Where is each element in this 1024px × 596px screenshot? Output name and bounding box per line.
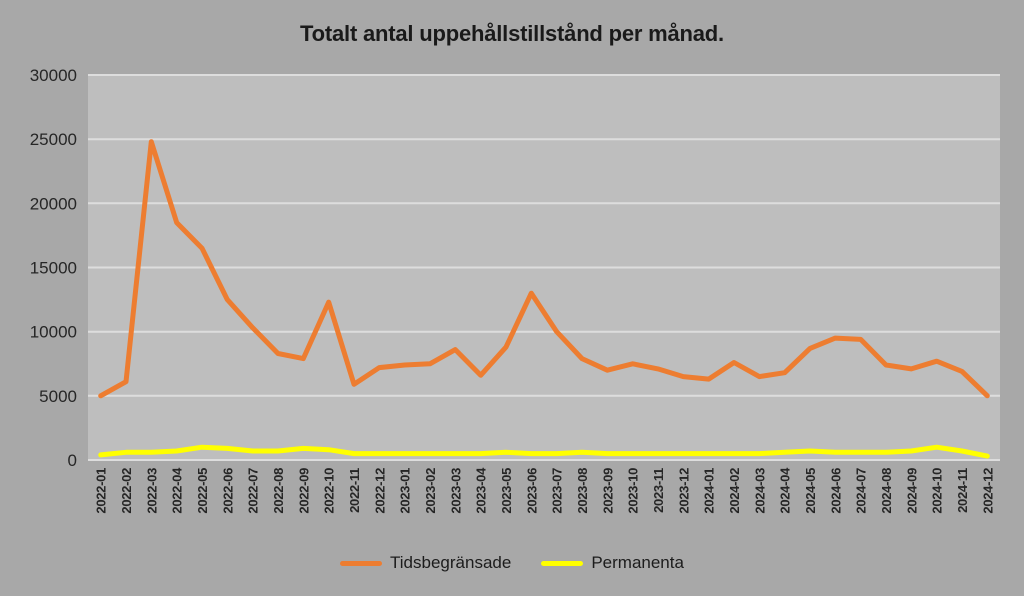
x-tick-label: 2024-11 xyxy=(955,468,970,513)
y-tick-label: 20000 xyxy=(30,194,77,213)
y-tick-label: 5000 xyxy=(39,387,77,406)
x-tick-label: 2022-06 xyxy=(220,468,235,514)
chart-title: Totalt antal uppehållstillstånd per måna… xyxy=(300,21,724,46)
line-chart: 0 5000 10000 15000 20000 25000 30000 2022-01 202… xyxy=(30,66,1000,514)
legend: Tidsbegränsade Permanenta xyxy=(0,553,1024,573)
x-tick-label: 2022-02 xyxy=(119,468,134,514)
x-tick-label: 2023-10 xyxy=(626,468,641,514)
legend-item-permanenta: Permanenta xyxy=(541,553,684,573)
x-tick-label: 2022-07 xyxy=(246,468,261,514)
x-tick-label: 2022-05 xyxy=(195,468,210,514)
y-tick-label: 15000 xyxy=(30,259,77,278)
x-tick-label: 2023-12 xyxy=(676,468,691,514)
x-tick-label: 2024-06 xyxy=(828,468,843,514)
x-tick-label: 2023-04 xyxy=(474,467,489,514)
legend-swatch-yellow-line-icon xyxy=(541,560,584,566)
x-tick-label: 2023-09 xyxy=(600,468,615,514)
x-tick-label: 2023-03 xyxy=(448,468,463,514)
y-tick-label: 10000 xyxy=(30,323,77,342)
x-tick-label: 2022-01 xyxy=(94,468,109,514)
x-tick-label: 2022-11 xyxy=(347,468,362,513)
x-tick-label: 2024-10 xyxy=(930,468,945,514)
x-tick-label: 2024-05 xyxy=(803,468,818,514)
x-tick-label: 2024-02 xyxy=(727,468,742,514)
x-tick-label: 2024-04 xyxy=(778,467,793,514)
y-tick-label: 25000 xyxy=(30,130,77,149)
x-tick-label: 2023-08 xyxy=(575,468,590,514)
x-tick-label: 2022-10 xyxy=(322,468,337,514)
y-tick-label: 0 xyxy=(68,451,77,470)
x-tick-label: 2023-06 xyxy=(524,468,539,514)
series-line-permanenta xyxy=(98,444,990,459)
y-tick-label: 30000 xyxy=(30,66,77,85)
x-tick-label: 2024-08 xyxy=(879,468,894,514)
x-tick-label: 2024-07 xyxy=(854,468,869,514)
x-tick-label: 2024-01 xyxy=(702,468,717,514)
series-line-tidsbegränsade xyxy=(98,139,990,399)
x-tick-label: 2022-12 xyxy=(372,468,387,514)
x-tick-label: 2024-03 xyxy=(752,468,767,514)
x-tick-label: 2022-04 xyxy=(170,467,185,514)
legend-label-permanenta: Permanenta xyxy=(591,553,684,572)
x-tick-label: 2022-08 xyxy=(271,468,286,514)
x-tick-label: 2024-09 xyxy=(904,468,919,514)
legend-label-tidsbegransade: Tidsbegränsade xyxy=(390,553,512,572)
x-tick-label: 2022-09 xyxy=(296,468,311,514)
x-tick-label: 2023-11 xyxy=(651,468,666,513)
legend-item-tidsbegransade: Tidsbegränsade xyxy=(340,553,511,573)
x-tick-label: 2023-07 xyxy=(550,468,565,514)
x-tick-label: 2023-02 xyxy=(423,468,438,514)
x-tick-label: 2022-03 xyxy=(144,468,159,514)
x-tick-label: 2024-12 xyxy=(980,468,995,514)
x-tick-label: 2023-05 xyxy=(499,468,514,514)
legend-swatch-orange-line-icon xyxy=(340,560,383,566)
x-tick-label: 2023-01 xyxy=(398,468,413,514)
